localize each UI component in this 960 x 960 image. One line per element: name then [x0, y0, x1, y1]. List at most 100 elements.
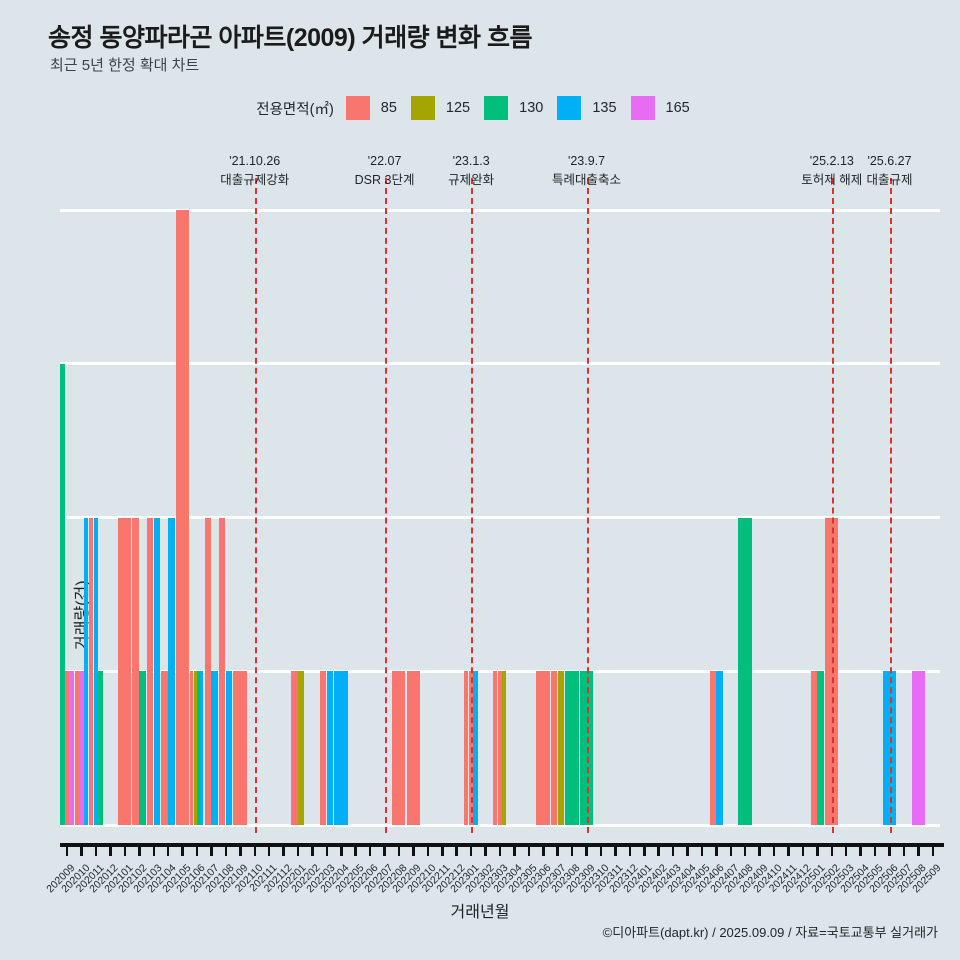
bar-202109-85[interactable] — [233, 671, 247, 825]
x-tick-202301 — [469, 843, 473, 856]
event-annotation-4: '25.2.13 토허제 해제 — [772, 152, 892, 191]
legend-item-165[interactable]: 165 — [630, 96, 690, 120]
bar-202306-85[interactable] — [536, 671, 550, 825]
bar-202203-85[interactable] — [320, 671, 327, 825]
bar-202106-135[interactable] — [200, 671, 204, 825]
bar-202301-85[interactable] — [468, 671, 474, 825]
legend-swatch-icon-165 — [630, 96, 655, 120]
bar-202106-85[interactable] — [190, 671, 194, 825]
bar-202107-135[interactable] — [211, 671, 218, 825]
bar-202009-165[interactable] — [69, 671, 74, 825]
bar-202303-85[interactable] — [497, 671, 502, 825]
page-subtitle: 최근 5년 한정 확대 차트 — [50, 57, 200, 74]
bar-202209-85[interactable] — [406, 671, 420, 825]
legend-title: 전용면적(㎡) — [256, 101, 334, 118]
bar-202208-85[interactable] — [392, 671, 406, 825]
legend-label-85: 85 — [380, 100, 397, 116]
bar-202010-85[interactable] — [74, 671, 79, 825]
event-line-25627 — [889, 178, 892, 833]
legend-label-135: 135 — [592, 100, 617, 116]
x-tick-202403 — [671, 843, 675, 856]
bar-202201-125[interactable] — [298, 671, 305, 825]
x-tick-202304 — [513, 843, 516, 856]
x-tick-202212 — [455, 843, 458, 856]
event-label-0: 대출규제강화 — [220, 173, 290, 188]
bar-202308-130[interactable] — [565, 671, 579, 825]
bar-202009-85[interactable] — [64, 671, 70, 825]
bar-202201-85[interactable] — [291, 671, 298, 825]
bar-202105-85[interactable] — [175, 210, 190, 825]
x-tick-202206 — [368, 843, 372, 856]
bar-202106-125[interactable] — [193, 671, 197, 825]
bar-202301-135[interactable] — [473, 671, 478, 825]
bar-202103-85[interactable] — [146, 517, 154, 825]
bar-202501-85[interactable] — [810, 671, 817, 825]
x-tick-202205 — [354, 843, 357, 856]
x-tick-202505 — [873, 843, 877, 856]
event-label-1: DSR 3단계 — [354, 173, 415, 188]
bar-202103-135[interactable] — [153, 517, 161, 825]
x-tick-202105 — [181, 843, 184, 856]
x-axis-title: 거래년월 — [450, 904, 510, 921]
bar-202010-165[interactable] — [79, 671, 84, 825]
bar-202107-85[interactable] — [204, 517, 212, 825]
gridline-4 — [60, 208, 940, 212]
legend-label-165: 165 — [665, 100, 690, 116]
bar-202301-85[interactable] — [464, 671, 469, 825]
bar-202108-85[interactable] — [219, 517, 226, 825]
event-line-2397 — [586, 178, 589, 833]
x-tick-202011 — [94, 843, 98, 856]
legend-item-125[interactable]: 125 — [410, 96, 470, 120]
bar-202506-135[interactable] — [882, 671, 896, 825]
bar-202108-135[interactable] — [225, 671, 233, 825]
bar-202102-130[interactable] — [139, 671, 146, 825]
bar-202104-85[interactable] — [161, 671, 168, 825]
x-tick-202309 — [585, 843, 588, 856]
bar-202408-130[interactable] — [738, 517, 752, 825]
bar-202101-85[interactable] — [118, 517, 132, 825]
x-tick-202402 — [657, 843, 660, 856]
x-tick-202401 — [643, 843, 646, 856]
bar-202309-130[interactable] — [579, 671, 593, 825]
bar-202009-130[interactable] — [60, 363, 65, 825]
bar-202106-130[interactable] — [197, 671, 201, 825]
x-tick-202308 — [570, 843, 574, 856]
event-annotation-0: '21.10.26 대출규제강화 — [195, 152, 315, 191]
bar-202104-135[interactable] — [168, 517, 175, 825]
x-tick-202110 — [253, 843, 256, 856]
bar-202303-85[interactable] — [493, 671, 498, 825]
x-tick-202103 — [152, 843, 156, 856]
bar-202406-135[interactable] — [716, 671, 723, 825]
bar-202010-135[interactable] — [83, 517, 89, 825]
x-tick-202102 — [138, 843, 141, 856]
bar-202204-135[interactable] — [334, 671, 348, 825]
event-annotation-1: '22.07 DSR 3단계 — [325, 152, 445, 191]
bar-202102-85[interactable] — [132, 517, 139, 825]
bar-202307-85[interactable] — [550, 671, 558, 825]
bar-202203-135[interactable] — [326, 671, 334, 825]
bar-202406-85[interactable] — [709, 671, 716, 825]
event-label-3: 특례대출축소 — [552, 173, 622, 188]
x-tick-202503 — [844, 843, 848, 856]
x-tick-202508 — [917, 843, 920, 856]
x-tick-202307 — [556, 843, 559, 856]
x-tick-202009 — [65, 843, 69, 856]
x-tick-202101 — [123, 843, 127, 856]
event-line-211026 — [254, 178, 257, 833]
event-date-3: '23.9.7 — [567, 154, 606, 168]
legend-item-85[interactable]: 85 — [345, 96, 397, 120]
legend-item-135[interactable]: 135 — [557, 96, 617, 120]
bar-202307-125[interactable] — [557, 671, 565, 825]
bar-202011-85[interactable] — [89, 517, 94, 825]
bar-202501-130[interactable] — [817, 671, 824, 825]
x-tick-202210 — [426, 843, 430, 856]
x-tick-202506 — [888, 843, 891, 856]
legend-item-130[interactable]: 130 — [484, 96, 543, 120]
x-tick-202412 — [801, 843, 805, 856]
bar-202303-125[interactable] — [502, 671, 507, 825]
bar-202508-165[interactable] — [911, 671, 925, 825]
bar-202502-85[interactable] — [824, 517, 839, 825]
bar-202011-135[interactable] — [93, 517, 98, 825]
bar-202011-130[interactable] — [98, 671, 103, 825]
x-tick-202111 — [267, 843, 271, 856]
